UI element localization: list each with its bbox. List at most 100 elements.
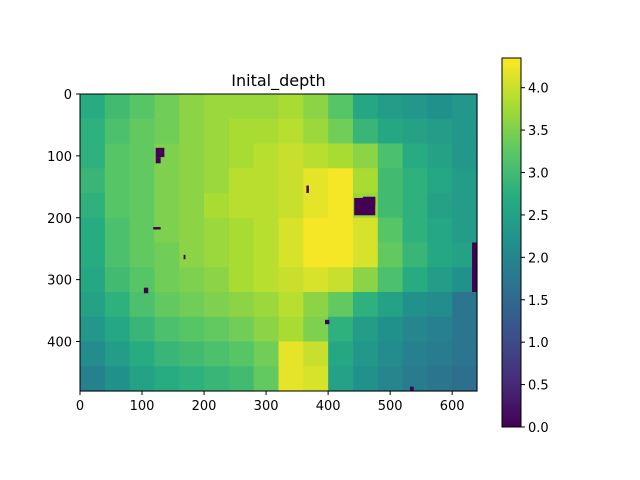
heatmap-cell	[427, 168, 453, 194]
colorbar-tick-label: 1.5	[528, 294, 549, 309]
heatmap-cell	[204, 193, 230, 219]
y-tick-label: 100	[47, 150, 72, 165]
heatmap-cell	[377, 366, 404, 392]
zero-depth-patch	[325, 319, 330, 325]
heatmap-cell	[452, 292, 478, 318]
heatmap-cell	[402, 143, 428, 169]
heatmap-cell	[452, 366, 478, 392]
heatmap-cell	[253, 242, 280, 268]
heatmap-cell	[104, 316, 131, 343]
colorbar: 0.0 0.5 1.0 1.5 2.0 2.5 3.0 3.5 4.0	[501, 57, 549, 436]
heatmap-cell	[427, 242, 453, 268]
zero-depth-patch	[362, 196, 376, 206]
heatmap-cell	[228, 94, 255, 120]
heatmap-cell	[303, 341, 329, 367]
heatmap-cell	[104, 341, 131, 367]
zero-depth-patch	[410, 386, 414, 391]
heatmap-cell	[179, 366, 205, 392]
heatmap-cell	[427, 94, 453, 120]
heatmap-cell	[204, 341, 230, 367]
heatmap-cell	[154, 193, 180, 219]
heatmap-cell	[154, 267, 180, 293]
heatmap-cell	[402, 168, 428, 194]
heatmap-cell	[377, 217, 404, 244]
heatmap-cell	[253, 217, 280, 244]
heatmap-cell	[129, 366, 156, 392]
heatmap-cell	[303, 217, 329, 244]
heatmap-cell	[228, 267, 255, 293]
heatmap-cell	[104, 143, 131, 169]
heatmap-cell	[179, 193, 205, 219]
zero-depth-patch	[306, 185, 309, 193]
heatmap-cell	[228, 366, 255, 392]
heatmap-cell	[80, 143, 106, 169]
heatmap-cell	[154, 118, 180, 145]
heatmap-cell	[204, 168, 230, 194]
heatmap-cell	[129, 267, 156, 293]
heatmap-cell	[377, 118, 404, 145]
heatmap-cell	[377, 168, 404, 194]
heatmap-cell	[328, 242, 354, 268]
heatmap-cell	[377, 193, 404, 219]
heatmap-cell	[452, 143, 478, 169]
heatmap-cell	[328, 193, 354, 219]
heatmap-cell	[129, 168, 156, 194]
heatmap-cell	[253, 366, 280, 392]
heatmap-cell	[204, 366, 230, 392]
heatmap-cell	[278, 168, 304, 194]
x-tick-label: 0	[76, 399, 84, 414]
heatmap-cell	[303, 94, 329, 120]
heatmap-cell	[179, 316, 205, 343]
colorbar-tick-label: 3.5	[528, 124, 549, 139]
heatmap-cell	[352, 217, 379, 244]
heatmap-cell	[154, 242, 180, 268]
heatmap-cell	[278, 193, 304, 219]
heatmap-cell	[328, 217, 354, 244]
heatmap-cell	[129, 118, 156, 145]
heatmap-cell	[80, 118, 106, 145]
heatmap-cell	[427, 143, 453, 169]
heatmap-cell	[377, 242, 404, 268]
heatmap-cell	[204, 267, 230, 293]
heatmap-cell	[303, 143, 329, 169]
zero-depth-patches	[143, 147, 477, 391]
heatmap-cell	[253, 118, 280, 145]
heatmap-cell	[179, 143, 205, 169]
heatmap-cell	[129, 316, 156, 343]
colorbar-ticks: 0.0 0.5 1.0 1.5 2.0 2.5 3.0 3.5 4.0	[521, 82, 549, 436]
heatmap-cell	[352, 366, 379, 392]
heatmap-cell	[228, 118, 255, 145]
heatmap-cell	[104, 94, 131, 120]
zero-depth-patch	[472, 242, 477, 292]
heatmap-cell	[80, 168, 106, 194]
colorbar-tick-label: 3.0	[528, 167, 549, 182]
heatmap-cell	[179, 242, 205, 268]
heatmap-cell	[80, 242, 106, 268]
heatmap-cell	[104, 193, 131, 219]
heatmap-cell	[179, 292, 205, 318]
heatmap-cell	[427, 118, 453, 145]
chart-title: Inital_depth	[231, 71, 325, 91]
heatmap-cell	[427, 316, 453, 343]
heatmap-cell	[452, 217, 478, 244]
heatmap-cell	[129, 292, 156, 318]
heatmap-cell	[377, 292, 404, 318]
y-tick-label: 300	[47, 274, 72, 289]
heatmap-cell	[402, 193, 428, 219]
heatmap-cell	[377, 341, 404, 367]
heatmap-cell	[352, 341, 379, 367]
heatmap-cell	[228, 341, 255, 367]
heatmap-cell	[303, 316, 329, 343]
zero-depth-patch	[155, 157, 161, 164]
heatmap-cell	[352, 242, 379, 268]
heatmap-cell	[328, 94, 354, 120]
x-tick-label: 400	[316, 399, 341, 414]
heatmap-cell	[228, 143, 255, 169]
heatmap-cell	[303, 366, 329, 392]
y-axis: 0 100 200 300 400	[47, 88, 80, 351]
heatmap-cell	[80, 267, 106, 293]
heatmap-cell	[204, 94, 230, 120]
colorbar-frame	[501, 57, 522, 428]
heatmap-cell	[402, 316, 428, 343]
